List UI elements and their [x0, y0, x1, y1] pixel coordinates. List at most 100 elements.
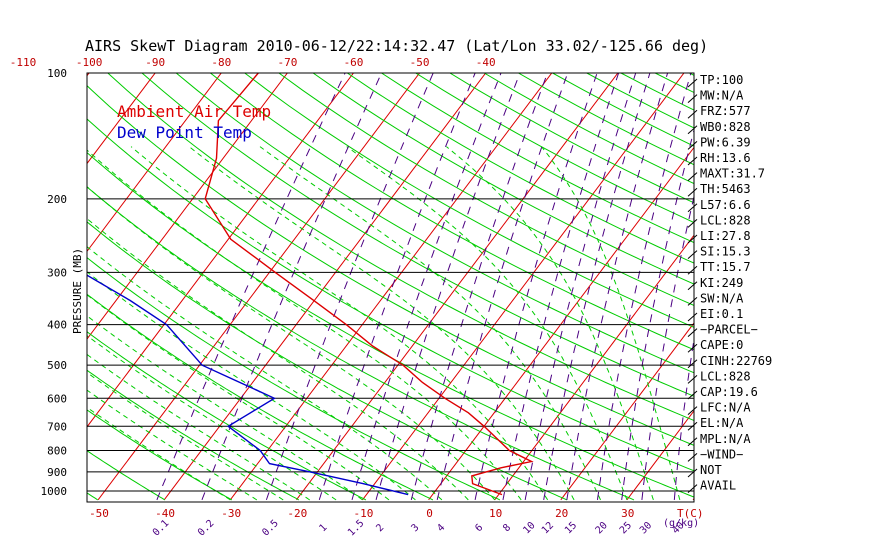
index-tick: [687, 125, 698, 135]
dry-adiabat-line: [414, 73, 694, 224]
pressure-tick-label: 700: [47, 420, 67, 433]
dry-adiabat-line: [87, 450, 166, 501]
mixing-ratio-label: 12: [540, 520, 556, 536]
mixing-ratio-line: [265, 73, 434, 501]
mixing-ratio-line: [543, 73, 651, 500]
sounding-index: NOT: [700, 463, 722, 477]
mixing-ratio-line: [621, 128, 694, 500]
mixing-ratio-label: 0.2: [196, 518, 217, 539]
top-temp-tick-label: -40: [476, 56, 496, 69]
mixing-ratio-line: [566, 73, 669, 500]
mixing-ratio-line: [502, 73, 620, 500]
dry-adiabat-line: [175, 73, 694, 374]
index-tick: [687, 234, 698, 244]
top-temp-tick-label: -80: [211, 56, 231, 69]
dry-adiabat-line: [209, 73, 694, 351]
index-tick: [687, 453, 698, 462]
dry-adiabat-line: [87, 409, 233, 501]
isotherm-line: [229, 73, 553, 501]
pressure-tick-label: 1000: [41, 485, 68, 498]
dry-adiabat-line: [243, 73, 694, 328]
bottom-temp-tick-label: 0: [426, 507, 433, 520]
mixing-ratio-label: 0.5: [260, 518, 281, 539]
mixing-ratio-line: [474, 73, 598, 501]
sounding-index: KI:249: [700, 276, 743, 290]
sounding-index: LI:27.8: [700, 229, 751, 243]
moist-adiabat-lines: [87, 146, 681, 501]
sounding-index: CINH:22769: [700, 354, 772, 368]
bottom-temp-tick-label: -20: [287, 507, 307, 520]
dry-adiabat-line: [380, 73, 694, 244]
mixing-ratio-line: [351, 73, 502, 501]
isotherm-line: [560, 322, 694, 501]
dry-adiabat-line: [87, 151, 694, 498]
sounding-index: EI:0.1: [700, 307, 743, 321]
index-tick: [687, 156, 698, 166]
profile-series: [87, 73, 534, 496]
dry-adiabat-line: [752, 54, 870, 500]
moist-adiabat-line: [87, 389, 258, 501]
sounding-index: SI:15.3: [700, 245, 751, 259]
mixing-ratio-label: 6: [473, 522, 485, 534]
index-tick: [687, 265, 698, 275]
top-temp-tick-label: -70: [277, 56, 297, 69]
mixing-ratio-label: 1.5: [346, 518, 367, 539]
bottom-temp-tick-label: -50: [89, 507, 109, 520]
mixing-ratio-label: 8: [501, 522, 513, 534]
pressure-tick-label: 200: [47, 193, 67, 206]
y-axis-label: PRESSURE (MB): [71, 248, 84, 334]
mixing-ratio-line: [436, 73, 569, 501]
sounding-index: FRZ:577: [700, 104, 751, 118]
bottom-temp-tick-label: -40: [155, 507, 175, 520]
isotherm-lines: [87, 73, 694, 501]
dry-adiabat-line: [87, 257, 501, 501]
index-tick: [687, 297, 698, 306]
isotherm-line: [626, 409, 694, 501]
sounding-index: MPL:N/A: [700, 432, 751, 446]
index-tick: [687, 390, 698, 400]
sounding-index: TH:5463: [700, 182, 751, 196]
isotherm-line: [87, 73, 288, 340]
legend-ambient: Ambient Air Temp: [117, 102, 271, 121]
bottom-temp-tick-labels: -50 -40 -30 -20 -10 0 10 20 30: [89, 507, 634, 520]
sounding-index: MAXT:31.7: [700, 167, 765, 181]
isotherm-line: [428, 146, 694, 501]
mixing-ratio-line: [524, 73, 637, 500]
index-tick: [687, 78, 698, 88]
isotherm-line: [494, 234, 694, 501]
mixing-ratio-label: 15: [563, 520, 579, 536]
sounding-index: LCL:828: [700, 369, 751, 383]
mixing-ratio-label: 30: [638, 520, 654, 536]
top-temp-tick-label: -100: [76, 56, 103, 69]
index-tick: [687, 187, 698, 197]
index-tick: [687, 328, 698, 337]
mixing-ratio-line: [673, 335, 694, 500]
pressure-tick-label: 600: [47, 392, 67, 405]
dry-adiabat-line: [87, 85, 694, 446]
mixing-ratio-label: 25: [618, 520, 634, 536]
pressure-tick-label: 800: [47, 445, 67, 458]
sounding-index: WB0:828: [700, 120, 751, 134]
index-tick: [687, 312, 698, 322]
top-temp-tick-label: -110: [10, 56, 37, 69]
dry-adiabat-line: [0, 54, 31, 500]
mixing-ratio-labels: 0.1 0.2 0.5 1 1.5 2 3 4 6 8 10 12 15 20 25 30 40: [151, 518, 687, 539]
sounding-index: MW:N/A: [700, 89, 744, 103]
dry-adiabat-line: [107, 73, 694, 422]
index-tick: [687, 281, 698, 291]
pressure-tick-label: 400: [47, 319, 67, 332]
pressure-tick-label: 300: [47, 266, 67, 279]
sounding-index: PW:6.39: [700, 135, 751, 149]
moist-adiabat-line: [87, 149, 522, 501]
moist-adiabat-line: [188, 146, 575, 501]
mixing-ratio-line: [318, 73, 476, 501]
top-temp-tick-label: -50: [410, 56, 430, 69]
pressure-tick-label: 100: [47, 67, 67, 80]
isotherm-line: [97, 73, 421, 501]
dry-adiabat-line: [87, 369, 300, 501]
index-tick: [687, 109, 698, 119]
sounding-index: SW:N/A: [700, 291, 744, 305]
index-tick: [687, 375, 698, 384]
